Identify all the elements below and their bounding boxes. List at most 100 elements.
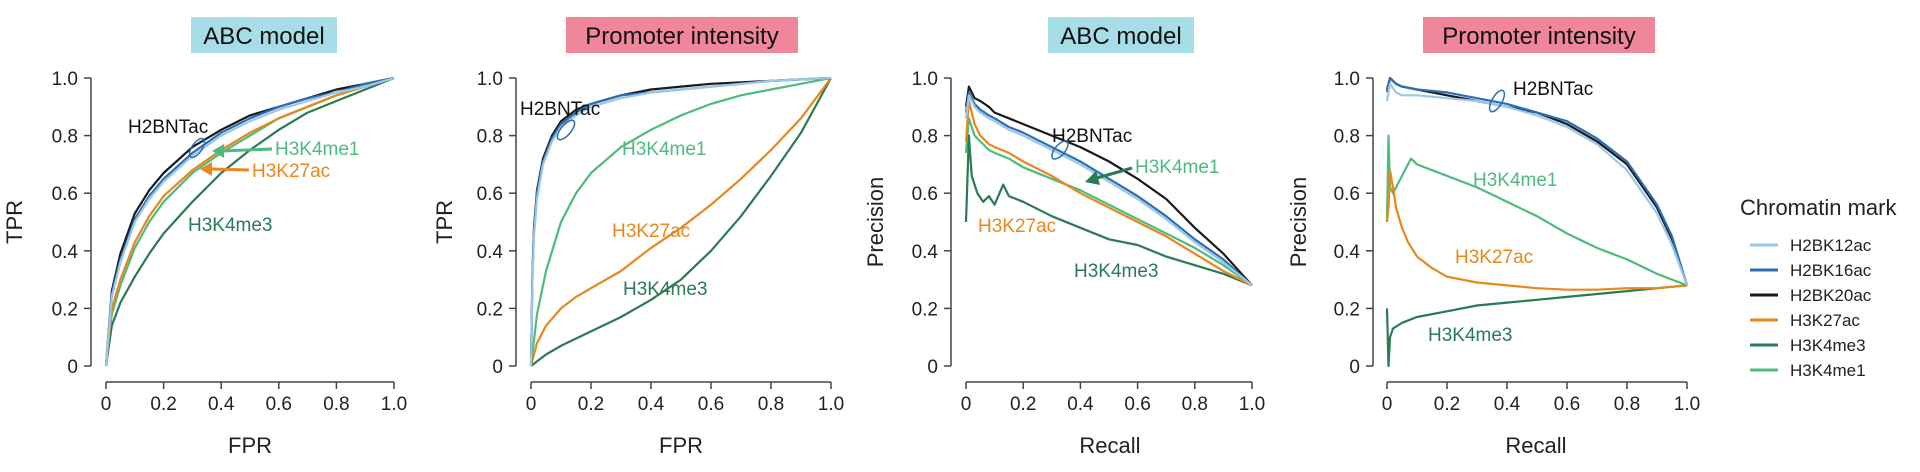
y-tick-label: 0.6 — [52, 184, 78, 205]
y-tick-label: 0.6 — [477, 184, 503, 205]
x-tick-label: 0 — [1382, 394, 1393, 415]
annotation-label: H3K27ac — [978, 216, 1056, 237]
annotation-arrowhead — [200, 162, 212, 176]
annotation-label: H3K4me1 — [622, 139, 707, 160]
annotation-label: H3K4me1 — [275, 139, 360, 160]
x-tick-label: 0.2 — [1010, 394, 1036, 415]
x-tick-label: 0.4 — [638, 394, 665, 415]
legend-title: Chromatin mark — [1740, 195, 1897, 220]
x-tick-label: 0 — [526, 394, 537, 415]
annotation-label: H3K4me1 — [1473, 170, 1558, 191]
annotation-label: H3K4me1 — [1135, 157, 1220, 178]
y-tick-label: 1.0 — [1334, 69, 1360, 90]
x-tick-label: 1.0 — [1674, 394, 1700, 415]
series-line-h3k4me3 — [530, 77, 832, 367]
annotation-ellipse — [1488, 89, 1506, 113]
y-tick-label: 0.8 — [477, 127, 503, 148]
legend-label: H2BK20ac — [1790, 286, 1872, 305]
legend-label: H3K4me3 — [1790, 336, 1866, 355]
annotation-label: H3K4me3 — [623, 279, 708, 300]
x-ticks: 0 0.2 0.4 0.6 0.8 1.0 — [101, 382, 407, 415]
legend-item: H2BK12ac — [1750, 236, 1872, 255]
series-line-h2bk16ac — [964, 91, 1253, 287]
panel-promoter-roc: Promoter intensity 0 0.2 0.4 0.6 0.8 1.0… — [432, 17, 844, 458]
y-ticks: 0 0.2 0.4 0.6 0.8 1.0 — [52, 69, 91, 378]
x-tick-label: 0.6 — [1554, 394, 1580, 415]
x-tick-label: 1.0 — [381, 394, 407, 415]
annotation-ellipse — [188, 137, 206, 159]
panel-abc-roc: ABC model 0 0.2 0.4 0.6 0.8 1.0 0 0.2 — [2, 17, 407, 458]
y-tick-label: 0.6 — [912, 184, 938, 205]
legend-item: H2BK16ac — [1750, 261, 1872, 280]
series-line-h2bk16ac — [1385, 76, 1689, 286]
annotation-label: H3K4me3 — [1074, 261, 1159, 282]
y-tick-label: 0.6 — [1334, 184, 1360, 205]
y-tick-label: 0.2 — [477, 299, 503, 320]
panel-title-bg — [1423, 17, 1655, 53]
x-tick-label: 0 — [961, 394, 972, 415]
series-layer — [1385, 76, 1689, 368]
series-line-h3k27ac — [1385, 169, 1688, 291]
annotation-layer: H2BNTac H3K4me1 H3K27ac H3K4me3 — [520, 99, 708, 300]
panel-title-bg — [191, 17, 337, 53]
x-tick-label: 0.2 — [1434, 394, 1460, 415]
y-tick-label: 1.0 — [477, 69, 503, 90]
annotation-layer: H2BNTac H3K4me1 H3K27ac H3K4me3 — [1428, 79, 1593, 346]
series-line-h3k27ac — [964, 99, 1253, 287]
annotation-label: H2BNTac — [520, 99, 600, 120]
annotation-layer: H2BNTac H3K4me1 H3K27ac H3K4me3 — [128, 117, 360, 236]
y-tick-label: 0.8 — [912, 127, 938, 148]
x-tick-label: 0.2 — [150, 394, 176, 415]
panel-abc-pr: ABC model 0 0.2 0.4 0.6 0.8 1.0 0 0.2 — [863, 17, 1265, 458]
annotation-label: H3K27ac — [612, 221, 690, 242]
legend-label: H2BK12ac — [1790, 236, 1872, 255]
x-tick-label: 0.4 — [208, 394, 235, 415]
y-tick-label: 0 — [492, 357, 503, 378]
panel-title: ABC model — [1060, 23, 1181, 50]
x-tick-label: 0.8 — [323, 394, 349, 415]
annotation-ellipse — [1051, 140, 1069, 160]
annotation-arrowhead — [212, 144, 224, 158]
annotation-label: H3K4me3 — [1428, 325, 1513, 346]
y-tick-label: 1.0 — [912, 69, 938, 90]
y-axis-title: Precision — [863, 177, 888, 267]
y-axis-title: Precision — [1286, 177, 1311, 267]
series-line-h3k27ac — [529, 77, 832, 367]
series-line-h3k4me1 — [1385, 134, 1688, 287]
annotation-label: H3K4me3 — [188, 215, 273, 236]
y-tick-label: 1.0 — [52, 69, 78, 90]
y-tick-label: 0.4 — [477, 242, 504, 263]
series-line-h2bk12ac — [964, 94, 1253, 287]
x-tick-label: 0.6 — [266, 394, 292, 415]
series-line-h2bk12ac — [104, 76, 395, 367]
legend-label: H2BK16ac — [1790, 261, 1872, 280]
y-tick-label: 0 — [67, 357, 78, 378]
y-tick-label: 0.2 — [1334, 299, 1360, 320]
panel-title: ABC model — [203, 23, 324, 50]
y-tick-label: 0.2 — [912, 299, 938, 320]
x-tick-label: 0.4 — [1494, 394, 1521, 415]
y-ticks: 0 0.2 0.4 0.6 0.8 1.0 — [477, 69, 516, 378]
legend-item: H3K4me1 — [1750, 361, 1866, 380]
series-line-h3k4me3 — [964, 134, 1253, 287]
legend: Chromatin mark H2BK12ac H2BK16ac H2BK20a… — [1740, 195, 1897, 380]
panel-title: Promoter intensity — [1442, 23, 1635, 50]
annotation-label: H3K27ac — [1455, 247, 1533, 268]
annotation-label: H2BNTac — [1052, 126, 1132, 147]
series-line-h2bk20ac — [104, 76, 395, 367]
y-tick-label: 0.8 — [52, 127, 78, 148]
annotation-arrow — [1096, 166, 1133, 180]
series-layer — [964, 85, 1253, 287]
y-tick-label: 0.2 — [52, 299, 78, 320]
x-axis-title: FPR — [659, 433, 703, 458]
annotation-label: H3K27ac — [252, 161, 330, 182]
series-layer — [529, 76, 832, 367]
y-axis-title: TPR — [432, 200, 457, 244]
y-ticks: 0 0.2 0.4 0.6 0.8 1.0 — [1334, 69, 1373, 378]
x-ticks: 0 0.2 0.4 0.6 0.8 1.0 — [961, 382, 1265, 415]
y-tick-label: 0.8 — [1334, 127, 1360, 148]
x-ticks: 0 0.2 0.4 0.6 0.8 1.0 — [1382, 382, 1700, 415]
x-tick-label: 0.6 — [1124, 394, 1150, 415]
legend-label: H3K4me1 — [1790, 361, 1866, 380]
